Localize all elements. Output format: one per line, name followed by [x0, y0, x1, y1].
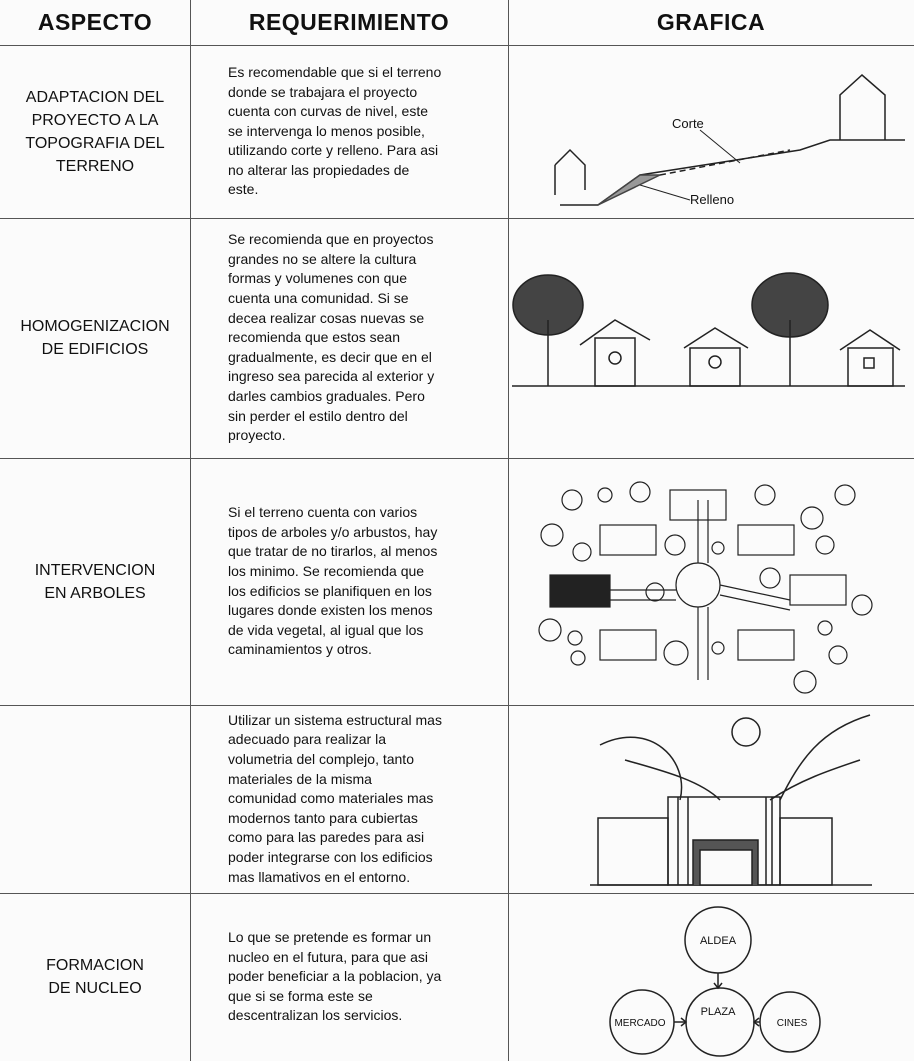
requirement-line: nucleo en el futura, para que asi	[228, 948, 429, 965]
requirement-line: Utilizar un sistema estructural mas	[228, 711, 442, 728]
requirement-line: que tratar de no tirarlos, al menos	[228, 543, 438, 560]
requirement-line: materiales de la misma	[228, 770, 372, 787]
graphic-label: ALDEA	[700, 935, 737, 947]
requirement-line: gradualmente, es decir que en el	[228, 348, 432, 365]
header-aspect: ASPECTO	[37, 9, 153, 35]
requirement-line: Lo que se pretende es formar un	[228, 929, 432, 946]
aspect-line: ADAPTACION DEL	[25, 88, 165, 106]
requirement-line: de vida vegetal, al igual que los	[228, 621, 424, 638]
requirement-line: tipos de arboles y/o arbustos, hay	[228, 523, 438, 540]
requirement-line: que si se forma este se	[228, 987, 373, 1004]
aspect-line: TERRENO	[55, 157, 135, 175]
requirement-cell: Lo que se pretende es formar un nucleo en…	[228, 893, 508, 1061]
requirement-line: este.	[228, 181, 259, 198]
column-rule	[190, 0, 191, 1061]
requirement-line: formas y volumenes con que	[228, 270, 407, 287]
requirement-line: recomienda que estos sean	[228, 329, 400, 346]
requirement-line: decea realizar cosas nuevas se	[228, 309, 425, 326]
requirement-line: poder integrarse con los edificios	[228, 848, 433, 865]
aspect-line: FORMACION	[46, 957, 144, 974]
requirement-line: volumetria del complejo, tanto	[228, 751, 414, 768]
requirement-line: los minimo. Se recomienda que	[228, 562, 425, 579]
requirement-line: descentralizan los servicios.	[228, 1007, 403, 1024]
aspect-line: EN ARBOLES	[44, 584, 146, 602]
row-rule	[0, 45, 914, 46]
requirement-line: se intervenga lo menos posible,	[228, 122, 425, 139]
aspect-line: PROYECTO A LA	[31, 111, 159, 129]
requirement-cell: Si el terreno cuenta con varios tipos de …	[228, 458, 508, 705]
structure-drawing	[590, 714, 872, 886]
aspect-cell: INTERVENCION EN ARBOLES	[0, 458, 190, 705]
graphic-label: MERCADO	[614, 1018, 665, 1029]
topography-drawing: Corte Relleno	[554, 73, 905, 207]
requirement-line: adecuado para realizar la	[228, 731, 386, 748]
requirement-cell: Es recomendable que si el terreno donde s…	[228, 45, 508, 218]
requirement-line: sin perder el estilo dentro del	[228, 407, 408, 424]
requirement-cell: Utilizar un sistema estructural mas adecu…	[228, 705, 508, 893]
row-rule	[0, 218, 914, 219]
nucleus-diagram: ALDEA PLAZA MERCADO CINES	[609, 906, 821, 1057]
requirement-line: los edificios se planifiquen en los	[228, 582, 432, 599]
village-drawing	[512, 272, 905, 387]
aspect-line: DE NUCLEO	[48, 980, 142, 997]
requirement-line: Se recomienda que en proyectos	[228, 231, 434, 248]
requirement-line: cuenta con curvas de nivel, este	[228, 103, 429, 120]
header-requirement: REQUERIMIENTO	[248, 9, 450, 35]
header-graphic: GRAFICA	[656, 9, 766, 35]
site-plan-drawing	[538, 481, 873, 694]
requirement-line: utilizando corte y relleno. Para asi	[228, 142, 439, 159]
aspect-line: INTERVENCION	[34, 561, 156, 579]
requirement-line: darles cambios graduales. Pero	[228, 387, 425, 404]
requirement-cell: Se recomienda que en proyectos grandes no…	[228, 218, 508, 458]
requirement-line: poder beneficiar a la poblacion, ya	[228, 968, 442, 985]
graphic-label: Relleno	[690, 192, 734, 207]
aspect-cell: ADAPTACION DEL PROYECTO A LA TOPOGRAFIA DE…	[0, 45, 190, 218]
requirement-line: proyecto.	[228, 427, 286, 444]
graphic-label: CINES	[777, 1018, 808, 1029]
requirement-line: Es recomendable que si el terreno	[228, 63, 442, 80]
requirement-line: ingreso sea parecida al exterior y	[228, 368, 435, 385]
requirement-line: comunidad como materiales mas	[228, 790, 434, 807]
aspect-line: HOMOGENIZACION	[20, 318, 170, 335]
column-rule	[508, 0, 509, 1061]
requirement-line: grandes no se altere la cultura	[228, 250, 417, 267]
aspect-cell: HOMOGENIZACION DE EDIFICIOS	[0, 218, 190, 458]
requirement-line: modernos tanto para cubiertas	[228, 809, 418, 826]
aspect-line: DE EDIFICIOS	[41, 341, 149, 358]
graphic-label: Corte	[672, 116, 704, 131]
requirement-line: no alterar las propiedades de	[228, 161, 410, 178]
requirement-line: donde se trabajara el proyecto	[228, 83, 418, 100]
requirement-line: caminamientos y otros.	[228, 641, 372, 658]
aspect-cell: FORMACION DE NUCLEO	[0, 893, 190, 1061]
requirement-line: mas llamativos en el entorno.	[228, 868, 411, 885]
requirement-line: Si el terreno cuenta con varios	[228, 504, 418, 521]
requirement-line: como para las paredes para asi	[228, 829, 425, 846]
requirement-line: cuenta una comunidad. Si se	[228, 290, 409, 307]
graphic-label: PLAZA	[701, 1006, 737, 1018]
row-rule	[0, 458, 914, 459]
aspect-line: TOPOGRAFIA DEL	[25, 134, 165, 152]
requirement-line: lugares donde existen los menos	[228, 602, 433, 619]
row-rule	[0, 705, 914, 706]
row-rule	[0, 893, 914, 894]
